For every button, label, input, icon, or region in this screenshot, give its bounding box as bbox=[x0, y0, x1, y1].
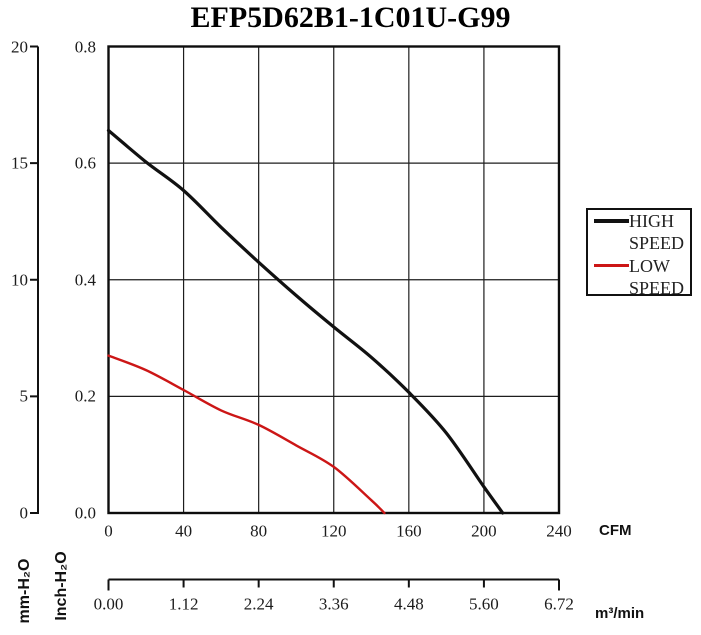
legend-label-low-line2: SPEED bbox=[629, 278, 685, 298]
mm-h2o-axis-title: mm-H₂O bbox=[16, 558, 33, 624]
mm-tick-label: 10 bbox=[11, 270, 28, 290]
legend-box: HIGH SPEED LOW SPEED bbox=[586, 208, 692, 298]
m3min-tick-label: 4.48 bbox=[393, 594, 424, 614]
mm-tick-label: 15 bbox=[11, 153, 28, 173]
cfm-tick-label: 40 bbox=[175, 521, 193, 541]
m3min-unit-label: m³/min bbox=[595, 605, 645, 622]
plot-border bbox=[107, 45, 561, 515]
m3min-tick-label: 2.24 bbox=[243, 594, 274, 614]
inch-tick-label: 0.8 bbox=[74, 37, 96, 56]
m3min-tick-label: 6.72 bbox=[544, 594, 574, 614]
cfm-tick-label: 120 bbox=[321, 521, 347, 541]
inch-tick-label: 0.6 bbox=[74, 153, 96, 173]
cfm-tick-label: 200 bbox=[471, 521, 497, 541]
m3min-tick-label: 5.60 bbox=[469, 594, 499, 614]
high-speed-line-swatch bbox=[594, 219, 629, 223]
cfm-tick-label: 0 bbox=[104, 521, 113, 541]
low-speed-curve bbox=[107, 354, 386, 515]
legend-label-low-line1: LOW bbox=[629, 256, 670, 276]
high-speed-curve bbox=[106, 128, 505, 515]
inch-tick-label: 0.4 bbox=[74, 270, 96, 290]
mm-tick-label: 0 bbox=[19, 503, 29, 523]
cfm-tick-label: 240 bbox=[546, 521, 572, 541]
mm-tick-label: 5 bbox=[19, 386, 29, 406]
mm-tick-label: 20 bbox=[11, 37, 28, 56]
cfm-unit-label: CFM bbox=[599, 522, 632, 539]
mm-axis bbox=[30, 45, 39, 514]
legend-label-high-line1: HIGH bbox=[629, 211, 674, 231]
chart-title: EFP5D62B1-1C01U-G99 bbox=[190, 1, 511, 34]
m3min-tick-label: 0.00 bbox=[93, 594, 124, 614]
inch-tick-label: 0.2 bbox=[74, 386, 96, 406]
cfm-tick-label: 160 bbox=[396, 521, 422, 541]
low-speed-line-swatch bbox=[594, 264, 629, 267]
m3min-tick-label: 1.12 bbox=[168, 594, 199, 614]
cfm-tick-label: 80 bbox=[250, 521, 268, 541]
inch-tick-label: 0.0 bbox=[74, 503, 96, 523]
grid-lines bbox=[107, 45, 560, 514]
inch-h2o-axis-title: Inch-H₂O bbox=[53, 551, 70, 621]
legend-label-high-line2: SPEED bbox=[629, 233, 685, 253]
m3min-tick-label: 3.36 bbox=[318, 594, 349, 614]
m3min-scale-bar bbox=[107, 578, 560, 591]
